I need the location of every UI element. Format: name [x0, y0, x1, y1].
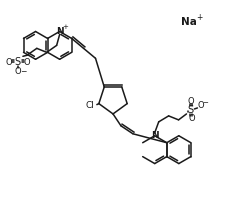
Text: N: N [150, 131, 158, 140]
Text: Cl: Cl [85, 101, 94, 110]
Text: O: O [187, 114, 194, 123]
Text: −: − [20, 67, 26, 76]
Text: N: N [56, 27, 63, 36]
Text: +: + [62, 24, 68, 30]
Text: O: O [23, 58, 30, 67]
Text: −: − [202, 100, 207, 106]
Text: +: + [195, 13, 202, 22]
Text: S: S [187, 105, 193, 115]
Text: S: S [15, 57, 21, 67]
Text: O: O [15, 67, 21, 76]
Text: O: O [196, 101, 203, 110]
Text: Na: Na [180, 17, 196, 26]
Text: O: O [6, 58, 12, 67]
Text: O: O [186, 97, 193, 105]
